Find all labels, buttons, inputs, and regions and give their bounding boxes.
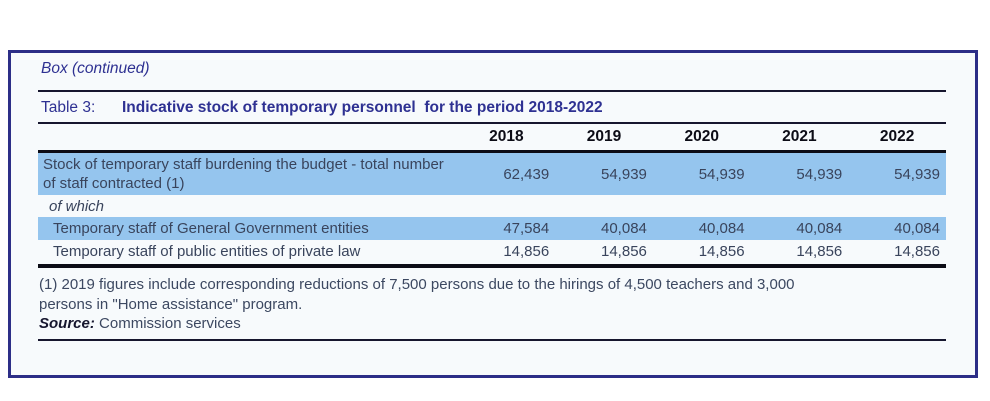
header-year-2021: 2021 <box>750 124 849 153</box>
value-cell: 14,856 <box>698 243 745 260</box>
row-label-cell: Temporary staff of public entities of pr… <box>53 243 361 260</box>
value-cell: 62,439 <box>503 165 550 183</box>
value-cell: 14,856 <box>796 243 843 260</box>
source-line: Source: Commission services <box>38 314 946 333</box>
value-cell: 40,084 <box>796 220 843 237</box>
table-bottom-double-rule <box>38 264 946 268</box>
row-label-cell: Stock of temporary staff burdening the b… <box>43 156 444 192</box>
divider-title <box>38 122 946 124</box>
table-row-of-which: of which <box>38 195 946 217</box>
value-cell: 54,939 <box>894 165 940 183</box>
header-empty-cell <box>38 124 458 153</box>
row-label-cell: Temporary staff of General Government en… <box>53 220 369 237</box>
value-cell: 40,084 <box>894 220 940 237</box>
value-cell: 14,856 <box>601 243 647 260</box>
value-cell: 14,856 <box>503 243 550 260</box>
header-year-2019: 2019 <box>555 124 653 153</box>
value-cell: 40,084 <box>601 220 647 237</box>
header-year-2018: 2018 <box>457 124 556 153</box>
value-cell: 47,584 <box>503 220 550 237</box>
value-cell: 54,939 <box>796 165 843 183</box>
value-cell: 54,939 <box>698 165 745 183</box>
header-year-2022: 2022 <box>848 124 946 153</box>
divider-top <box>38 90 946 92</box>
box-continued-label: Box (continued) <box>41 60 150 77</box>
temporary-personnel-table: 2018 2019 2020 2021 2022 Stock of tempor… <box>38 124 946 263</box>
table-row-general-government: Temporary staff of General Government en… <box>38 217 946 240</box>
footnote-line-2: persons in "Home assistance" program. <box>39 295 303 313</box>
table-row-total-stock: Stock of temporary staff burdening the b… <box>38 151 946 195</box>
table-header-row: 2018 2019 2020 2021 2022 <box>38 124 946 153</box>
value-cell: 40,084 <box>698 220 745 237</box>
table-title: Indicative stock of temporary personnel … <box>122 99 603 116</box>
header-year-2020: 2020 <box>652 124 751 153</box>
value-cell: 14,856 <box>894 243 940 260</box>
source-label: Source: <box>39 315 95 332</box>
table-number-label: Table 3: <box>41 99 96 116</box>
footnote-line-1: (1) 2019 figures include corresponding r… <box>39 276 795 293</box>
table-caption: Table 3: Indicative stock of temporary p… <box>38 98 946 118</box>
report-box: Box (continued) Table 3: Indicative stoc… <box>8 50 978 378</box>
divider-bottom <box>38 339 946 341</box>
box-content: Box (continued) Table 3: Indicative stoc… <box>11 53 975 341</box>
of-which-label: of which <box>49 197 105 215</box>
source-text: Commission services <box>94 315 241 332</box>
footnote: (1) 2019 figures include corresponding r… <box>38 275 946 314</box>
value-cell: 54,939 <box>601 165 647 183</box>
table-row-private-law: Temporary staff of public entities of pr… <box>38 240 946 263</box>
